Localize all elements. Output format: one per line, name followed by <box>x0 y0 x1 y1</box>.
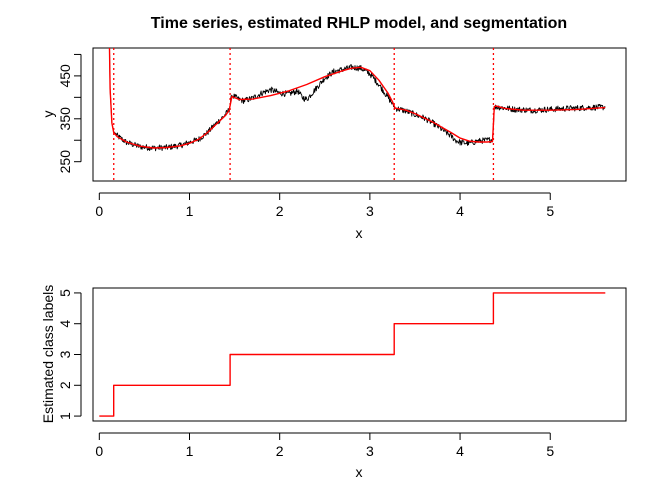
series-group <box>99 292 606 417</box>
y-tick-label: 1 <box>57 412 73 420</box>
y-axis: 1 2 3 4 5 <box>57 289 82 420</box>
y-axis: 250 350 450 <box>57 53 82 174</box>
plot-box <box>92 47 627 182</box>
bottom-panel: 0 1 2 3 4 5 1 2 3 4 5 x Estimated class labels <box>40 285 627 480</box>
x-tick-label: 1 <box>186 443 194 459</box>
segment-boundaries <box>113 48 495 181</box>
y-tick-label: 350 <box>57 107 73 131</box>
top-panel: 0 1 2 3 4 5 250 350 450 x y <box>40 47 627 241</box>
x-axis: 0 1 2 3 4 5 <box>95 192 554 219</box>
x-tick-label: 5 <box>546 203 554 219</box>
x-tick-label: 0 <box>95 443 103 459</box>
plot-box <box>92 287 627 422</box>
x-tick-label: 3 <box>366 443 374 459</box>
y-tick-label: 2 <box>57 381 73 389</box>
y-tick-label: 3 <box>57 350 73 358</box>
x-tick-label: 3 <box>366 203 374 219</box>
series-line-1 <box>108 48 606 149</box>
y-tick-label: 5 <box>57 289 73 297</box>
y-tick-label: 4 <box>57 320 73 328</box>
x-tick-label: 2 <box>276 443 284 459</box>
x-tick-label: 4 <box>456 443 464 459</box>
series-group <box>108 48 606 152</box>
x-axis-label: x <box>356 464 363 480</box>
x-axis-label: x <box>356 225 363 241</box>
x-tick-label: 0 <box>95 203 103 219</box>
chart-title: Time series, estimated RHLP model, and s… <box>151 15 567 32</box>
x-tick-label: 2 <box>276 203 284 219</box>
x-tick-label: 4 <box>456 203 464 219</box>
x-axis: 0 1 2 3 4 5 <box>95 432 554 459</box>
y-axis-label: Estimated class labels <box>40 285 56 424</box>
y-axis-label: y <box>40 111 56 118</box>
x-tick-label: 5 <box>546 443 554 459</box>
y-tick-label: 250 <box>57 150 73 174</box>
y-tick-label: 450 <box>57 64 73 88</box>
x-tick-label: 1 <box>186 203 194 219</box>
series-line-0 <box>99 292 606 417</box>
